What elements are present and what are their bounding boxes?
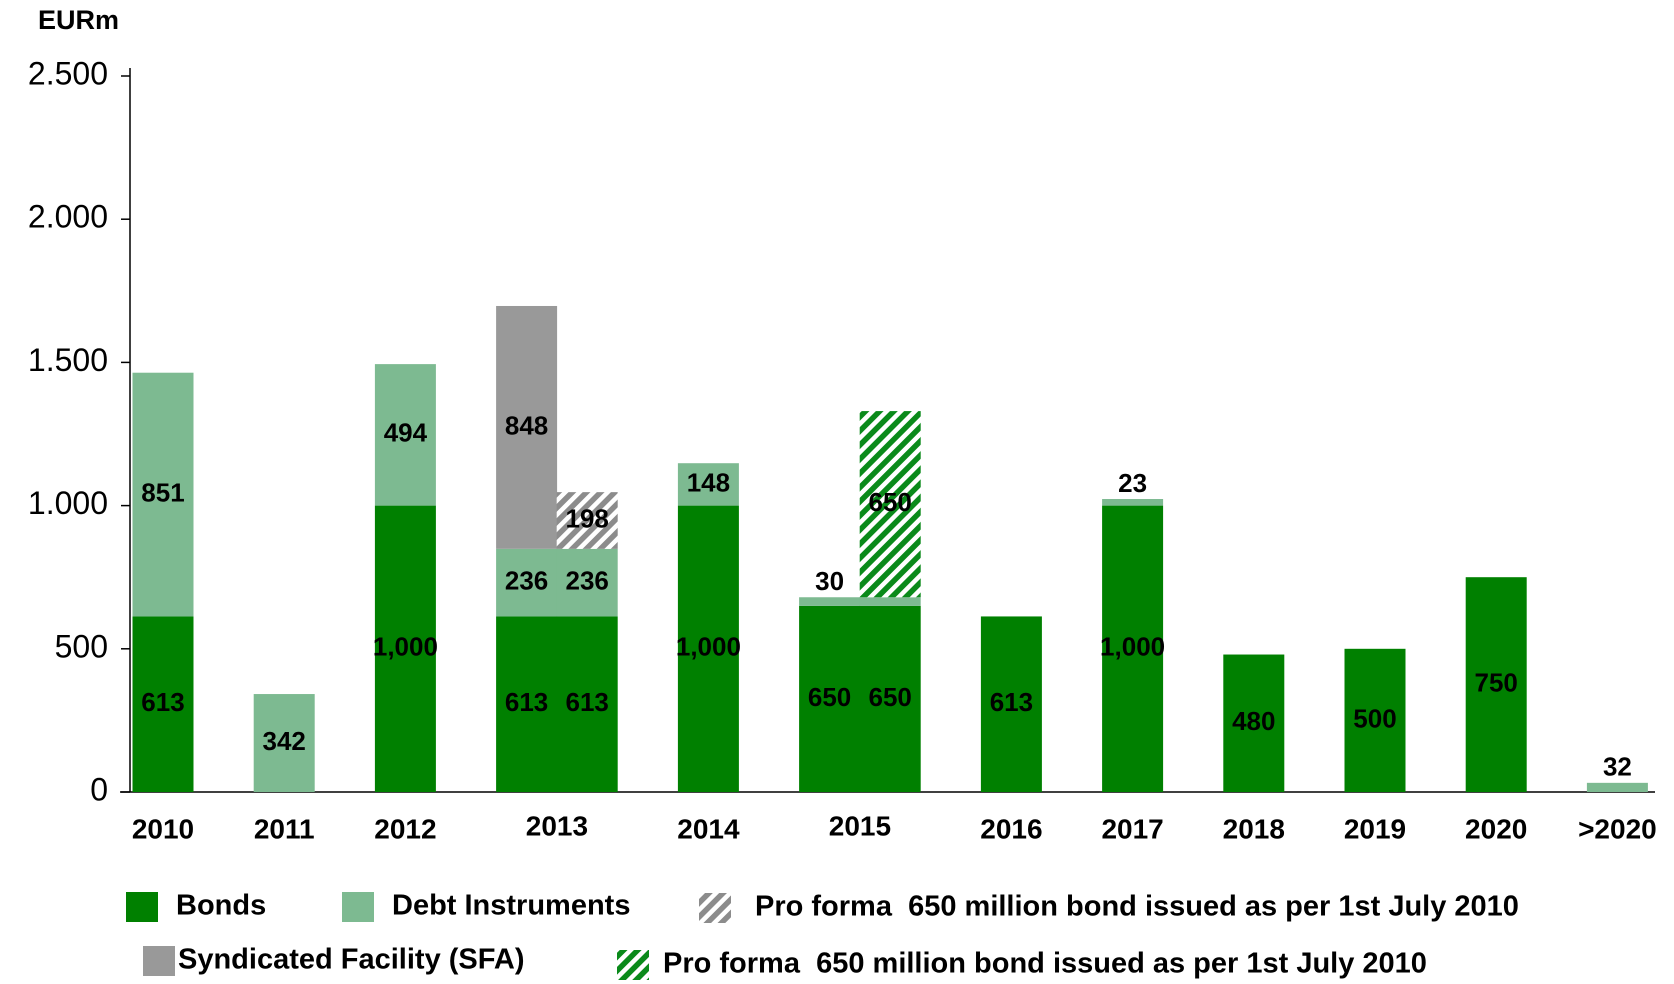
x-tick-label: >2020 (1578, 813, 1657, 844)
data-label: 650 (869, 682, 912, 712)
data-label: 1,000 (373, 632, 438, 662)
data-label: 750 (1475, 667, 1518, 697)
bar-segment (799, 597, 861, 606)
chart-title: EURm (38, 5, 119, 35)
bar-segment (496, 616, 558, 792)
bar-segment (253, 694, 315, 792)
data-label: 851 (141, 477, 184, 507)
y-tick-label: 0 (90, 771, 108, 807)
x-tick-label: 2012 (374, 813, 436, 844)
x-tick-label: 2011 (254, 813, 315, 844)
bar-segment (1586, 782, 1648, 792)
data-label: 32 (1603, 752, 1632, 782)
data-label: 500 (1353, 703, 1396, 733)
bar-segment (374, 505, 436, 792)
legend-label: Debt Instruments (392, 890, 630, 922)
bar-segment (132, 616, 194, 792)
data-label: 848 (505, 410, 548, 440)
data-label: 236 (566, 566, 609, 596)
bar-segment (496, 305, 558, 549)
data-label: 494 (384, 418, 428, 448)
data-label: 613 (505, 687, 548, 717)
data-label: 1,000 (1100, 632, 1165, 662)
x-tick-label: 2019 (1344, 813, 1406, 844)
bar-segment (980, 616, 1042, 792)
bar-segment (799, 605, 861, 792)
bar-segment (1465, 577, 1527, 792)
data-label: 30 (815, 566, 844, 596)
legend-label: Pro forma 650 million bond issued as per… (755, 891, 1519, 923)
data-label: 342 (263, 726, 306, 756)
legend-swatch (617, 950, 649, 980)
data-label: 613 (566, 687, 609, 717)
data-label: 650 (869, 487, 912, 517)
data-label: 23 (1118, 468, 1147, 498)
legend-swatch (126, 892, 158, 922)
x-tick-label: 2010 (132, 813, 194, 844)
x-tick-label: 2017 (1101, 813, 1163, 844)
legend-label: Bonds (176, 890, 266, 922)
bar-segment (132, 372, 194, 617)
y-tick-label: 1.500 (28, 342, 108, 378)
bar-segment (677, 463, 739, 506)
bar-segment (859, 597, 921, 606)
x-tick-label: 2014 (677, 813, 740, 844)
data-label: 480 (1232, 706, 1275, 736)
data-label: 148 (687, 467, 730, 497)
x-tick-label: 2020 (1465, 813, 1527, 844)
data-label: 613 (990, 687, 1033, 717)
bar-segment (859, 411, 921, 598)
y-tick-label: 2.500 (28, 55, 108, 91)
x-tick-label: 2015 (829, 810, 891, 841)
bar-segment (1102, 499, 1164, 506)
legend-label: Pro forma 650 million bond issued as per… (663, 948, 1427, 980)
bar-segment (677, 505, 739, 792)
x-tick-label: 2018 (1223, 813, 1285, 844)
bar-segment (496, 548, 558, 617)
legend-swatch (699, 893, 731, 923)
y-tick-label: 1.000 (28, 485, 108, 521)
bar-segment (859, 605, 921, 792)
bar-segment (556, 616, 618, 792)
legend-label: Syndicated Facility (SFA) (178, 944, 524, 976)
x-tick-label: 2016 (980, 813, 1042, 844)
bar-segment (1344, 648, 1406, 792)
bar-segment (556, 548, 618, 617)
legend-swatch (342, 892, 374, 922)
y-tick-label: 500 (55, 628, 108, 664)
bar-segment (556, 492, 618, 549)
data-label: 650 (808, 682, 851, 712)
bar-segment (1223, 654, 1285, 792)
data-label: 613 (141, 687, 184, 717)
y-tick-label: 2.000 (28, 199, 108, 235)
data-label: 1,000 (676, 632, 741, 662)
legend-swatch (143, 946, 175, 976)
bar-segment (374, 364, 436, 506)
bar-segment (1102, 505, 1164, 792)
data-label: 198 (566, 503, 609, 533)
x-tick-label: 2013 (526, 810, 588, 841)
data-label: 236 (505, 566, 548, 596)
